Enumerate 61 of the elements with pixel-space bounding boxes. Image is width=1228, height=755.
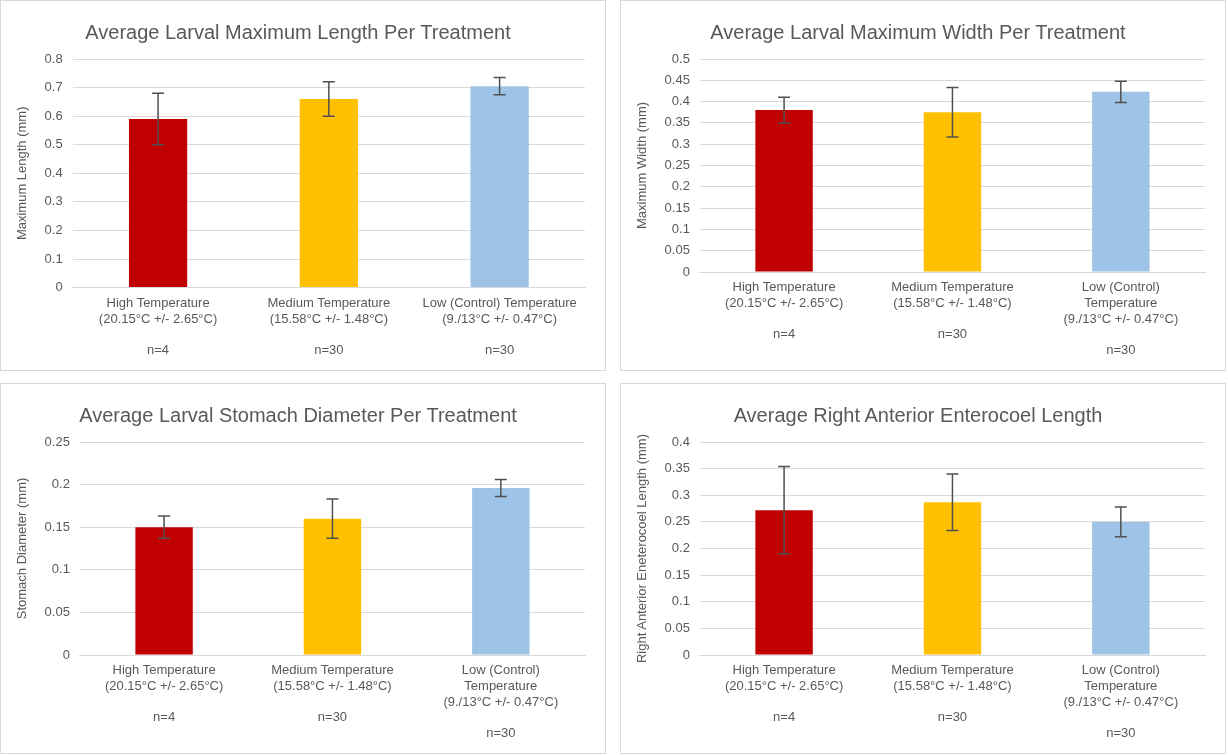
y-tick-label: 0.1 <box>671 592 690 608</box>
chart-title: Average Larval Stomach Diameter Per Treatment <box>79 403 518 426</box>
bar <box>135 526 193 654</box>
y-tick-label: 0.6 <box>44 107 63 123</box>
y-tick-label: 0.15 <box>44 518 70 534</box>
y-tick-label: 0.1 <box>51 560 70 576</box>
category-label: High Temperature (20.15°C +/- 2.65°C) n=4 <box>98 294 218 357</box>
y-axis-title: Maximum Width (mm) <box>634 101 650 230</box>
bar <box>470 86 529 288</box>
y-tick-label: 0 <box>62 646 70 662</box>
y-tick-label: 0.2 <box>671 539 690 555</box>
y-tick-label: 0 <box>682 263 690 279</box>
y-tick-label: 0.8 <box>44 50 63 66</box>
y-tick-label: 0.25 <box>664 157 690 173</box>
y-axis-title: Maximum Length (mm) <box>14 106 30 241</box>
y-tick-label: 0.5 <box>671 50 690 66</box>
bar <box>303 518 362 654</box>
bar <box>128 119 188 288</box>
category-label: Low (Control) Temperature (9./13°C +/- 0.47°C) n=30 <box>1063 279 1179 357</box>
y-tick-label: 0.7 <box>44 79 63 95</box>
y-tick-label: 0.4 <box>44 164 63 180</box>
category-label: Low (Control) Temperature (9./13°C +/- 0.47°C) n=30 <box>422 294 577 357</box>
y-tick-label: 0.15 <box>664 199 690 215</box>
category-label: High Temperature (20.15°C +/- 2.65°C) n=4 <box>724 279 844 342</box>
y-tick-label: 0.05 <box>664 619 690 635</box>
y-tick-label: 0.1 <box>671 220 690 236</box>
category-label: High Temperature (20.15°C +/- 2.65°C) n=4 <box>104 661 224 724</box>
chart-title: Average Larval Maximum Width Per Treatment <box>710 20 1127 43</box>
y-tick-label: 0.2 <box>51 475 70 491</box>
y-tick-label: 0 <box>682 646 690 662</box>
y-tick-label: 0.4 <box>671 93 690 109</box>
y-tick-label: 0.3 <box>671 486 690 502</box>
chart-title: Average Larval Maximum Length Per Treatment <box>85 20 512 43</box>
category-label: Low (Control) Temperature (9./13°C +/- 0.47°C) n=30 <box>443 661 559 740</box>
chart-title: Average Right Anterior Enterocoel Length <box>733 403 1103 426</box>
y-tick-label: 0.25 <box>664 512 690 528</box>
category-label: High Temperature (20.15°C +/- 2.65°C) n=4 <box>724 661 844 724</box>
y-tick-label: 0.5 <box>44 136 63 152</box>
y-tick-label: 0.15 <box>664 566 690 582</box>
y-tick-label: 0.25 <box>44 433 70 449</box>
category-label: Medium Temperature (15.58°C +/- 1.48°C) n=30 <box>271 661 394 724</box>
y-axis-title: Stomach Diameter (mm) <box>14 477 30 619</box>
y-tick-label: 0.05 <box>44 603 70 619</box>
bar <box>472 487 530 654</box>
category-label: Medium Temperature (15.58°C +/- 1.48°C) n=30 <box>267 294 391 357</box>
y-axis-title: Right Anterior Eneterocoel Length (mm) <box>634 433 650 663</box>
y-tick-label: 0 <box>55 279 63 295</box>
y-tick-label: 0.2 <box>44 222 63 238</box>
y-tick-label: 0.35 <box>664 459 690 475</box>
y-tick-label: 0.1 <box>44 250 63 266</box>
category-label: Medium Temperature (15.58°C +/- 1.48°C) n=30 <box>891 279 1014 342</box>
y-tick-label: 0.3 <box>44 193 63 209</box>
category-label: Low (Control) Temperature (9./13°C +/- 0.47°C) n=30 <box>1063 661 1179 740</box>
category-label: Medium Temperature (15.58°C +/- 1.48°C) n=30 <box>891 661 1014 724</box>
y-tick-label: 0.35 <box>664 114 690 130</box>
y-tick-label: 0.05 <box>664 242 690 258</box>
bar <box>299 99 358 288</box>
y-tick-label: 0.45 <box>664 71 690 87</box>
y-tick-label: 0.2 <box>671 178 690 194</box>
y-tick-label: 0.3 <box>671 135 690 151</box>
y-tick-label: 0.4 <box>671 433 690 449</box>
